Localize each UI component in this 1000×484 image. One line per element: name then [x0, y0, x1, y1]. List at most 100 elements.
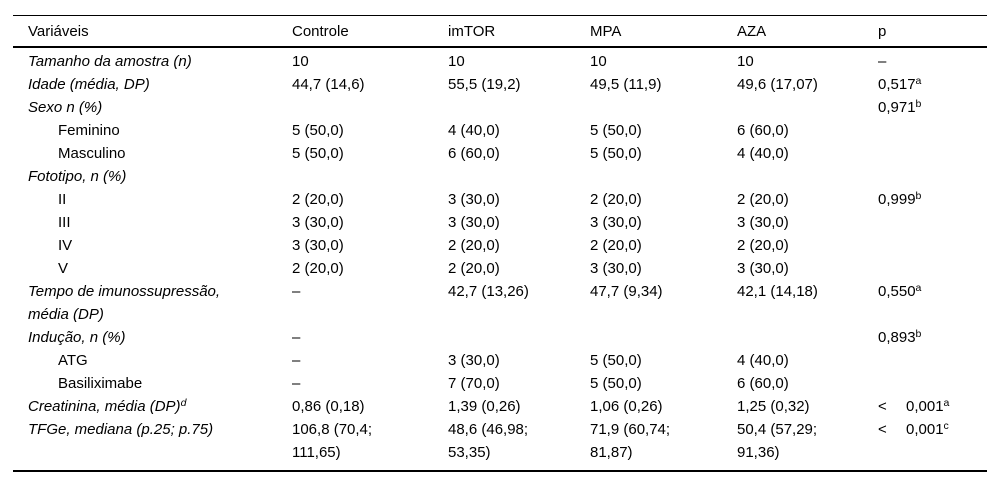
row-label: Creatinina, média (DP) [28, 398, 181, 415]
value-cell: 2 (20,0) [292, 191, 344, 208]
value-cell: 6 (60,0) [737, 122, 789, 139]
row-label: TFGe, mediana (p.25; p.75) [28, 421, 214, 438]
row-label: IV [58, 237, 73, 254]
row-label: Feminino [58, 122, 120, 139]
row-label: Masculino [58, 145, 126, 162]
row-label-cell: ATG [13, 349, 292, 372]
value-cell: 106,8 (70,4; 111,65) [292, 421, 373, 461]
p-value: 0,001 [906, 421, 944, 438]
table-row: V 2 (20,0) 2 (20,0) 3 (30,0) 3 (30,0) [13, 257, 987, 280]
row-label-cell: Creatinina, média (DP)d [13, 395, 292, 418]
row-label: Indução, n (%) [28, 329, 126, 346]
value-cell [448, 165, 590, 188]
p-value-cell: – [878, 47, 987, 73]
variables-table: Variáveis Controle imTOR MPA AZA p Taman… [13, 15, 987, 472]
column-header-variaveis: Variáveis [13, 15, 292, 48]
row-label-cell: V [13, 257, 292, 280]
p-value-cell [878, 142, 987, 165]
table-row: Sexo n (%) 0,971b [13, 96, 987, 119]
header-row: Variáveis Controle imTOR MPA AZA p [13, 15, 987, 48]
table-header: Variáveis Controle imTOR MPA AZA p [13, 15, 987, 48]
row-label: Basiliximabe [58, 375, 143, 392]
value-cell: – [292, 375, 301, 392]
value-cell [590, 165, 737, 188]
p-value-cell: 0,893b [878, 326, 987, 349]
p-value-cell: 0,517a [878, 73, 987, 96]
value-cell: 3 (30,0) [448, 191, 500, 208]
value-cell [292, 165, 448, 188]
table-row: Feminino 5 (50,0) 4 (40,0) 5 (50,0) 6 (60,0) [13, 119, 987, 142]
value-cell: 44,7 (14,6) [292, 76, 365, 93]
p-superscript: a [915, 282, 922, 294]
value-cell [590, 326, 737, 349]
value-cell: 10 [292, 53, 309, 70]
row-label: ATG [58, 352, 88, 369]
value-cell: 4 (40,0) [448, 122, 500, 139]
p-superscript: c [943, 420, 949, 432]
value-cell: 3 (30,0) [292, 237, 344, 254]
value-cell: 2 (20,0) [448, 260, 500, 277]
value-cell: 1,06 (0,26) [590, 398, 663, 415]
p-value: 0,999 [878, 191, 916, 208]
value-cell: 2 (20,0) [448, 237, 500, 254]
row-label-cell: IV [13, 234, 292, 257]
row-label-cell: Sexo n (%) [13, 96, 292, 119]
row-label: Idade (média, DP) [28, 76, 150, 93]
table-row: IV 3 (30,0) 2 (20,0) 2 (20,0) 2 (20,0) [13, 234, 987, 257]
value-cell: 3 (30,0) [448, 214, 500, 231]
p-superscript: b [915, 98, 922, 110]
value-cell: 49,5 (11,9) [590, 76, 662, 93]
value-cell: 3 (30,0) [590, 260, 642, 277]
value-cell: 10 [448, 53, 465, 70]
value-cell: 5 (50,0) [292, 122, 344, 139]
p-value-cell: <0,001c [878, 418, 987, 471]
p-value: 0,517 [878, 76, 916, 93]
column-header-mpa: MPA [590, 15, 737, 48]
value-cell: 1,39 (0,26) [448, 398, 521, 415]
p-superscript: a [915, 75, 922, 87]
value-cell: 1,25 (0,32) [737, 398, 810, 415]
value-cell: 42,1 (14,18) [737, 283, 818, 300]
row-label-cell: Indução, n (%) [13, 326, 292, 349]
p-value-cell: 0,550a [878, 280, 987, 326]
row-label-superscript: d [180, 397, 187, 409]
table-row: Creatinina, média (DP)d 0,86 (0,18) 1,39 (… [13, 395, 987, 418]
table-row: Tempo de imunossupressão, média (DP) – 42,… [13, 280, 987, 326]
row-label-cell: Masculino [13, 142, 292, 165]
row-label-cell: TFGe, mediana (p.25; p.75) [13, 418, 292, 471]
p-value: 0,001 [906, 398, 944, 415]
p-prefix: < [878, 421, 887, 438]
p-superscript: b [915, 328, 922, 340]
table-row: Fototipo, n (%) [13, 165, 987, 188]
column-header-controle: Controle [292, 15, 448, 48]
table-row: Idade (média, DP) 44,7 (14,6) 55,5 (19,2) 4… [13, 73, 987, 96]
value-cell [590, 96, 737, 119]
value-cell: 4 (40,0) [737, 145, 789, 162]
row-label: V [58, 260, 69, 277]
row-label: II [58, 191, 67, 208]
row-label-cell: II [13, 188, 292, 211]
row-label: Sexo n (%) [28, 99, 103, 116]
p-value: – [878, 53, 887, 70]
value-cell: 10 [590, 53, 607, 70]
column-header-imtor: imTOR [448, 15, 590, 48]
value-cell: 6 (60,0) [448, 145, 500, 162]
p-value-cell [878, 372, 987, 395]
table-row: ATG – 3 (30,0) 5 (50,0) 4 (40,0) [13, 349, 987, 372]
table-row: Basiliximabe – 7 (70,0) 5 (50,0) 6 (60,0) [13, 372, 987, 395]
value-cell: 2 (20,0) [292, 260, 344, 277]
value-cell: 2 (20,0) [590, 191, 642, 208]
value-cell: 42,7 (13,26) [448, 283, 529, 300]
table-row: Masculino 5 (50,0) 6 (60,0) 5 (50,0) 4 (40,0… [13, 142, 987, 165]
p-value-cell [878, 119, 987, 142]
p-value-cell [878, 234, 987, 257]
value-cell [737, 165, 878, 188]
p-value-cell [878, 165, 987, 188]
p-value-cell [878, 257, 987, 280]
value-cell: 5 (50,0) [590, 145, 642, 162]
value-cell: 6 (60,0) [737, 375, 789, 392]
row-label-cell: Basiliximabe [13, 372, 292, 395]
p-value: 0,893 [878, 329, 916, 346]
column-header-aza: AZA [737, 15, 878, 48]
row-label-cell: Feminino [13, 119, 292, 142]
